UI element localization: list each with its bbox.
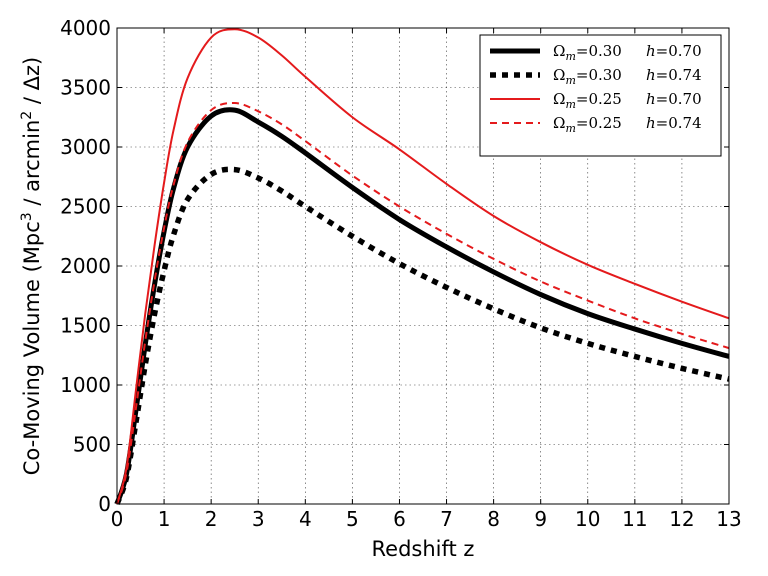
series-line-3	[116, 28, 730, 505]
legend-omega-value: =0.25	[576, 90, 622, 108]
legend-label-4: Ωm=0.25 h=0.74	[553, 114, 702, 135]
series-line-4	[116, 101, 730, 505]
legend-label-2: Ωm=0.30 h=0.74	[553, 66, 702, 87]
y-tick-label: 2500	[60, 195, 111, 219]
legend-h: h	[646, 90, 656, 108]
series-line-2	[114, 166, 730, 506]
legend-omega-value: =0.25	[576, 114, 622, 132]
legend-h-value: =0.74	[656, 114, 702, 132]
y-tick-label: 0	[98, 492, 111, 516]
legend-omega-value: =0.30	[576, 42, 622, 60]
x-tick-label: 4	[299, 507, 312, 531]
legend-omega: Ω	[553, 90, 565, 108]
legend-omega-sub: m	[565, 74, 575, 87]
legend-label-1: Ωm=0.30 h=0.70	[553, 42, 702, 63]
x-tick-label: 1	[158, 507, 171, 531]
legend-omega-sub: m	[565, 50, 575, 63]
x-axis-label: Redshift z	[372, 537, 475, 561]
legend-omega-sub: m	[565, 98, 575, 111]
x-tick-label: 2	[205, 507, 218, 531]
legend-label-3: Ωm=0.25 h=0.70	[553, 90, 702, 111]
series-group	[114, 28, 730, 506]
y-tick-label: 500	[73, 433, 111, 457]
y-tick-label: 2000	[60, 254, 111, 278]
legend-omega-value: =0.30	[576, 66, 622, 84]
x-tick-label: 3	[252, 507, 265, 531]
legend-h: h	[646, 42, 656, 60]
y-label-exponent-2: 2	[19, 111, 35, 120]
legend-omega: Ω	[553, 66, 565, 84]
legend-h-value: =0.70	[656, 42, 702, 60]
x-tick-label: 8	[487, 507, 500, 531]
legend-omega-sub: m	[565, 122, 575, 135]
y-tick-label: 1000	[60, 373, 111, 397]
y-tick-label: 1500	[60, 314, 111, 338]
y-label-middle: / arcmin	[20, 120, 44, 213]
y-tick-label: 3500	[60, 76, 111, 100]
x-tick-label: 7	[440, 507, 453, 531]
x-tick-label: 5	[346, 507, 359, 531]
x-tick-label: 6	[393, 507, 406, 531]
x-tick-label: 11	[622, 507, 647, 531]
y-label-prefix: Co-Moving Volume (Mpc	[20, 221, 44, 475]
y-tick-label: 4000	[60, 16, 111, 40]
legend-h: h	[646, 66, 656, 84]
legend-omega: Ω	[553, 42, 565, 60]
legend-h-value: =0.70	[656, 90, 702, 108]
x-tick-label: 13	[716, 507, 741, 531]
x-tick-label: 0	[111, 507, 124, 531]
axis-ticks: 0 1 2 3 4 5 6 7 8 9 10 11 12 130500100015002000250030…	[60, 16, 742, 531]
legend-omega: Ω	[553, 114, 565, 132]
x-tick-label: 9	[534, 507, 547, 531]
y-label-exponent-3: 3	[19, 212, 35, 221]
legend-h: h	[646, 114, 656, 132]
y-tick-label: 3000	[60, 135, 111, 159]
y-axis-label: Co-Moving Volume (Mpc3 / arcmin2 / Δz)	[19, 57, 44, 475]
legend-box	[479, 34, 722, 157]
y-label-suffix: / Δz)	[20, 57, 44, 111]
legend-h-value: =0.74	[656, 66, 702, 84]
x-tick-label: 12	[669, 507, 694, 531]
x-tick-label: 10	[575, 507, 600, 531]
series-line-1	[114, 107, 730, 505]
